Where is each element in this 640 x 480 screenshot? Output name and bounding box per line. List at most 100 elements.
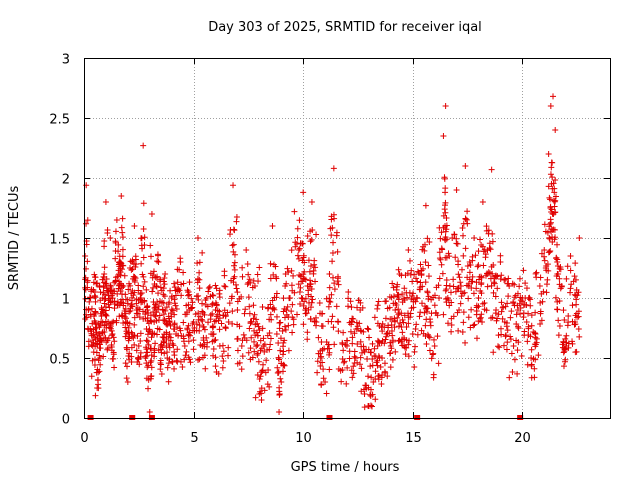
data-point bbox=[157, 346, 164, 353]
data-point bbox=[135, 343, 142, 349]
y-tick-label: 0.5 bbox=[49, 353, 70, 368]
data-point bbox=[479, 318, 486, 325]
data-point bbox=[218, 320, 225, 327]
data-point bbox=[456, 306, 463, 313]
data-point bbox=[364, 325, 371, 332]
data-point bbox=[528, 322, 535, 329]
data-point bbox=[164, 349, 171, 356]
data-point bbox=[532, 356, 539, 363]
data-point bbox=[456, 274, 463, 281]
data-point bbox=[128, 353, 135, 360]
data-point bbox=[199, 308, 206, 315]
data-point bbox=[409, 331, 416, 337]
data-point bbox=[319, 310, 326, 317]
data-point bbox=[91, 362, 98, 369]
data-point bbox=[110, 318, 117, 325]
data-point bbox=[299, 257, 306, 264]
data-point bbox=[297, 300, 304, 307]
data-point bbox=[310, 267, 317, 274]
data-point bbox=[367, 392, 374, 399]
data-point bbox=[460, 319, 467, 326]
data-point bbox=[511, 356, 518, 363]
data-point bbox=[541, 253, 548, 260]
data-point bbox=[141, 234, 148, 241]
data-point bbox=[201, 326, 208, 333]
data-point bbox=[449, 235, 456, 241]
data-point bbox=[411, 343, 418, 350]
data-point bbox=[329, 224, 336, 231]
data-point bbox=[300, 189, 307, 196]
data-point bbox=[325, 341, 332, 348]
data-point bbox=[124, 300, 131, 307]
data-point bbox=[209, 324, 216, 331]
data-point bbox=[574, 292, 581, 299]
data-point bbox=[374, 337, 381, 344]
data-point bbox=[234, 298, 241, 305]
data-point bbox=[166, 331, 173, 338]
data-point bbox=[348, 304, 355, 311]
data-point bbox=[254, 271, 261, 278]
data-point bbox=[364, 356, 371, 363]
data-point bbox=[532, 270, 539, 277]
data-point bbox=[118, 282, 125, 289]
data-point bbox=[414, 278, 421, 285]
data-point bbox=[124, 363, 131, 370]
data-point bbox=[357, 327, 364, 334]
data-point bbox=[111, 305, 118, 312]
data-point bbox=[231, 251, 238, 258]
data-point bbox=[446, 253, 453, 260]
data-point bbox=[251, 338, 258, 345]
data-point bbox=[215, 370, 222, 377]
data-point bbox=[309, 296, 316, 303]
data-point bbox=[351, 353, 358, 360]
data-point bbox=[504, 339, 511, 346]
data-point bbox=[180, 319, 187, 326]
data-point bbox=[299, 295, 306, 302]
data-point bbox=[171, 280, 178, 287]
data-point bbox=[226, 300, 233, 307]
data-point bbox=[88, 341, 95, 348]
baseline-marker bbox=[517, 415, 524, 420]
data-point bbox=[559, 341, 566, 348]
data-point bbox=[129, 287, 136, 294]
data-point bbox=[216, 294, 223, 301]
data-point bbox=[187, 305, 194, 312]
data-point bbox=[259, 304, 266, 311]
data-point bbox=[273, 290, 280, 297]
data-point bbox=[158, 371, 165, 377]
data-point bbox=[450, 313, 457, 320]
data-point bbox=[346, 348, 353, 355]
data-point bbox=[118, 224, 125, 231]
data-point bbox=[295, 281, 302, 288]
data-point bbox=[110, 349, 117, 356]
data-point bbox=[365, 326, 372, 333]
data-point bbox=[195, 356, 202, 363]
data-point bbox=[103, 285, 110, 292]
data-point bbox=[302, 310, 309, 317]
data-point bbox=[155, 316, 162, 323]
data-point bbox=[453, 235, 460, 242]
data-point bbox=[405, 341, 412, 348]
data-point bbox=[92, 274, 99, 281]
data-point bbox=[233, 214, 240, 221]
data-point bbox=[567, 267, 574, 274]
data-point bbox=[507, 314, 514, 321]
data-point bbox=[95, 376, 102, 383]
data-point bbox=[422, 279, 429, 286]
data-point bbox=[430, 350, 437, 357]
data-point bbox=[231, 266, 238, 273]
data-point bbox=[119, 234, 126, 241]
data-point bbox=[119, 229, 126, 236]
data-point bbox=[379, 328, 386, 335]
data-point bbox=[284, 265, 291, 272]
data-point bbox=[137, 337, 144, 344]
data-point bbox=[288, 282, 295, 289]
data-point bbox=[291, 208, 298, 215]
data-point bbox=[349, 340, 356, 347]
data-point bbox=[289, 329, 296, 336]
data-point bbox=[561, 316, 568, 323]
data-point bbox=[503, 346, 510, 353]
data-point bbox=[140, 273, 147, 280]
data-point bbox=[97, 361, 104, 368]
data-point bbox=[193, 321, 200, 328]
